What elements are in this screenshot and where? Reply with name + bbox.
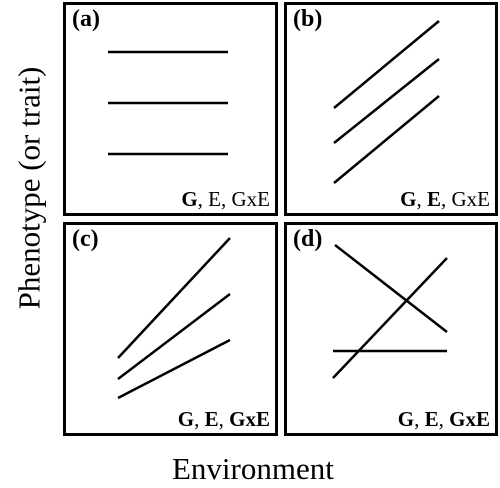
panel-d: (d) G, E, GxE bbox=[284, 222, 498, 436]
genotype-line-1 bbox=[117, 237, 231, 359]
effect-e: E bbox=[426, 187, 441, 211]
effect-separator: , bbox=[218, 407, 230, 431]
panel-a-plot bbox=[108, 50, 228, 156]
effect-e: E bbox=[424, 407, 439, 431]
effect-gxe: GxE bbox=[231, 187, 271, 211]
effect-g: G bbox=[177, 407, 195, 431]
genotype-line-2 bbox=[332, 257, 448, 379]
effect-gxe: GxE bbox=[451, 187, 491, 211]
genotype-line-3 bbox=[333, 95, 440, 184]
panel-c-plot bbox=[117, 237, 231, 400]
effect-separator: , bbox=[221, 187, 232, 211]
x-axis-label: Environment bbox=[172, 451, 334, 486]
effect-gxe: GxE bbox=[449, 407, 490, 431]
panel-b-plot bbox=[333, 20, 440, 184]
effect-separator: , bbox=[438, 407, 450, 431]
panel-c-effects: G, E, GxE bbox=[178, 409, 270, 430]
panel-d-effects: G, E, GxE bbox=[398, 409, 490, 430]
effect-e: E bbox=[204, 407, 219, 431]
genotype-line-1 bbox=[334, 244, 448, 333]
y-axis-label-text: Phenotype (or trait) bbox=[11, 66, 47, 310]
genotype-line-2 bbox=[333, 58, 440, 144]
genotype-line-2 bbox=[117, 293, 231, 380]
effect-separator: , bbox=[441, 187, 452, 211]
effect-separator: , bbox=[194, 407, 205, 431]
genotype-line-3 bbox=[117, 338, 231, 400]
effect-g: G bbox=[400, 187, 417, 211]
panel-b-label: (b) bbox=[293, 6, 323, 32]
effect-e: E bbox=[208, 187, 221, 211]
panel-b-effects: G, E, GxE bbox=[400, 189, 490, 210]
effect-g: G bbox=[397, 407, 415, 431]
panel-d-plot bbox=[332, 244, 448, 379]
genotype-line-1 bbox=[333, 20, 440, 109]
panel-a-label: (a) bbox=[72, 6, 100, 32]
effect-separator: , bbox=[197, 187, 209, 211]
panel-c: (c) G, E, GxE bbox=[63, 222, 278, 436]
panel-a: (a) G, E, GxE bbox=[63, 2, 278, 216]
panel-d-label: (d) bbox=[293, 226, 323, 252]
effect-g: G bbox=[181, 187, 198, 211]
panel-a-effects: G, E, GxE bbox=[181, 189, 270, 210]
effect-separator: , bbox=[414, 407, 425, 431]
panel-b: (b) G, E, GxE bbox=[284, 2, 498, 216]
panel-c-label: (c) bbox=[72, 226, 99, 252]
effect-gxe: GxE bbox=[229, 407, 270, 431]
effect-separator: , bbox=[416, 187, 427, 211]
